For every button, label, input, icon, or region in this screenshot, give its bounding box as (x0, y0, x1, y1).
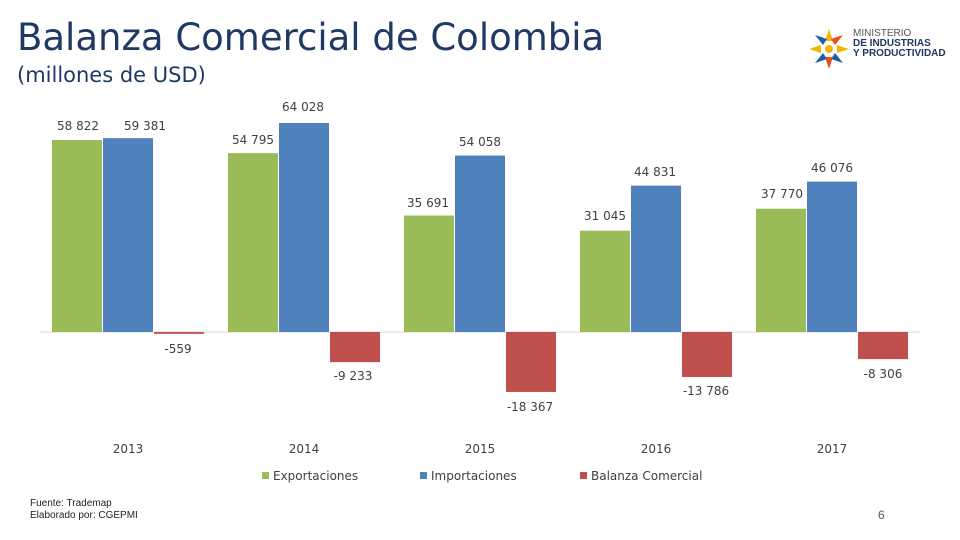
data-label-balanza-comercial-2015: -18 367 (507, 400, 553, 414)
category-label-2014: 2014 (289, 442, 320, 456)
data-label-exportaciones-2014: 54 795 (232, 133, 274, 147)
logo-line-2: DE INDUSTRIAS (853, 38, 931, 49)
data-label-balanza-comercial-2013: -559 (164, 342, 191, 356)
page-number: 6 (878, 508, 885, 522)
data-label-balanza-comercial-2014: -9 233 (334, 369, 373, 383)
bar-balanza-comercial-2016 (682, 332, 732, 378)
logo-line-3: Y PRODUCTIVIDAD (853, 48, 946, 59)
category-label-2013: 2013 (113, 442, 144, 456)
footer-notes: Fuente: Trademap Elaborado por: CGEPMI (30, 498, 138, 522)
ministry-logo: MINISTERIO DE INDUSTRIAS Y PRODUCTIVIDAD (809, 26, 950, 72)
footer-prepared-by: Elaborado por: CGEPMI (30, 510, 138, 521)
bar-importaciones-2013 (103, 138, 153, 332)
data-label-exportaciones-2017: 37 770 (761, 187, 803, 201)
bar-importaciones-2015 (455, 155, 505, 332)
legend-label-importaciones: Importaciones (431, 469, 517, 483)
footer-source: Fuente: Trademap (30, 498, 112, 509)
data-label-balanza-comercial-2016: -13 786 (683, 384, 729, 398)
bar-balanza-comercial-2014 (330, 332, 380, 363)
legend-swatch-balanza-comercial (580, 472, 587, 479)
data-label-importaciones-2013: 59 381 (124, 119, 166, 133)
legend-swatch-exportaciones (262, 472, 269, 479)
sunburst-logo-icon (809, 29, 849, 69)
bar-exportaciones-2015 (404, 215, 454, 332)
data-label-balanza-comercial-2017: -8 306 (864, 367, 903, 381)
bar-exportaciones-2017 (756, 208, 806, 332)
bar-balanza-comercial-2015 (506, 332, 556, 392)
legend-label-exportaciones: Exportaciones (273, 469, 358, 483)
legend-swatch-importaciones (420, 472, 427, 479)
slide-subtitle: (millones de USD) (17, 63, 206, 87)
data-label-importaciones-2017: 46 076 (811, 161, 853, 175)
data-label-exportaciones-2015: 35 691 (407, 196, 449, 210)
category-label-2015: 2015 (465, 442, 496, 456)
bar-importaciones-2014 (279, 123, 329, 332)
legend-label-balanza-comercial: Balanza Comercial (591, 469, 702, 483)
data-label-exportaciones-2013: 58 822 (57, 119, 99, 133)
data-label-importaciones-2015: 54 058 (459, 135, 501, 149)
logo-line-1: MINISTERIO (853, 28, 912, 39)
category-label-2017: 2017 (817, 442, 848, 456)
bar-exportaciones-2013 (52, 139, 102, 332)
bar-exportaciones-2014 (228, 153, 278, 332)
bar-balanza-comercial-2013 (154, 332, 204, 334)
data-label-importaciones-2014: 64 028 (282, 100, 324, 114)
data-label-exportaciones-2016: 31 045 (584, 209, 626, 223)
bar-balanza-comercial-2017 (858, 332, 908, 360)
bar-exportaciones-2016 (580, 230, 630, 332)
bar-importaciones-2017 (807, 181, 857, 332)
slide-title: Balanza Comercial de Colombia (17, 16, 605, 59)
bar-importaciones-2016 (631, 185, 681, 332)
data-label-importaciones-2016: 44 831 (634, 165, 676, 179)
category-label-2016: 2016 (641, 442, 672, 456)
